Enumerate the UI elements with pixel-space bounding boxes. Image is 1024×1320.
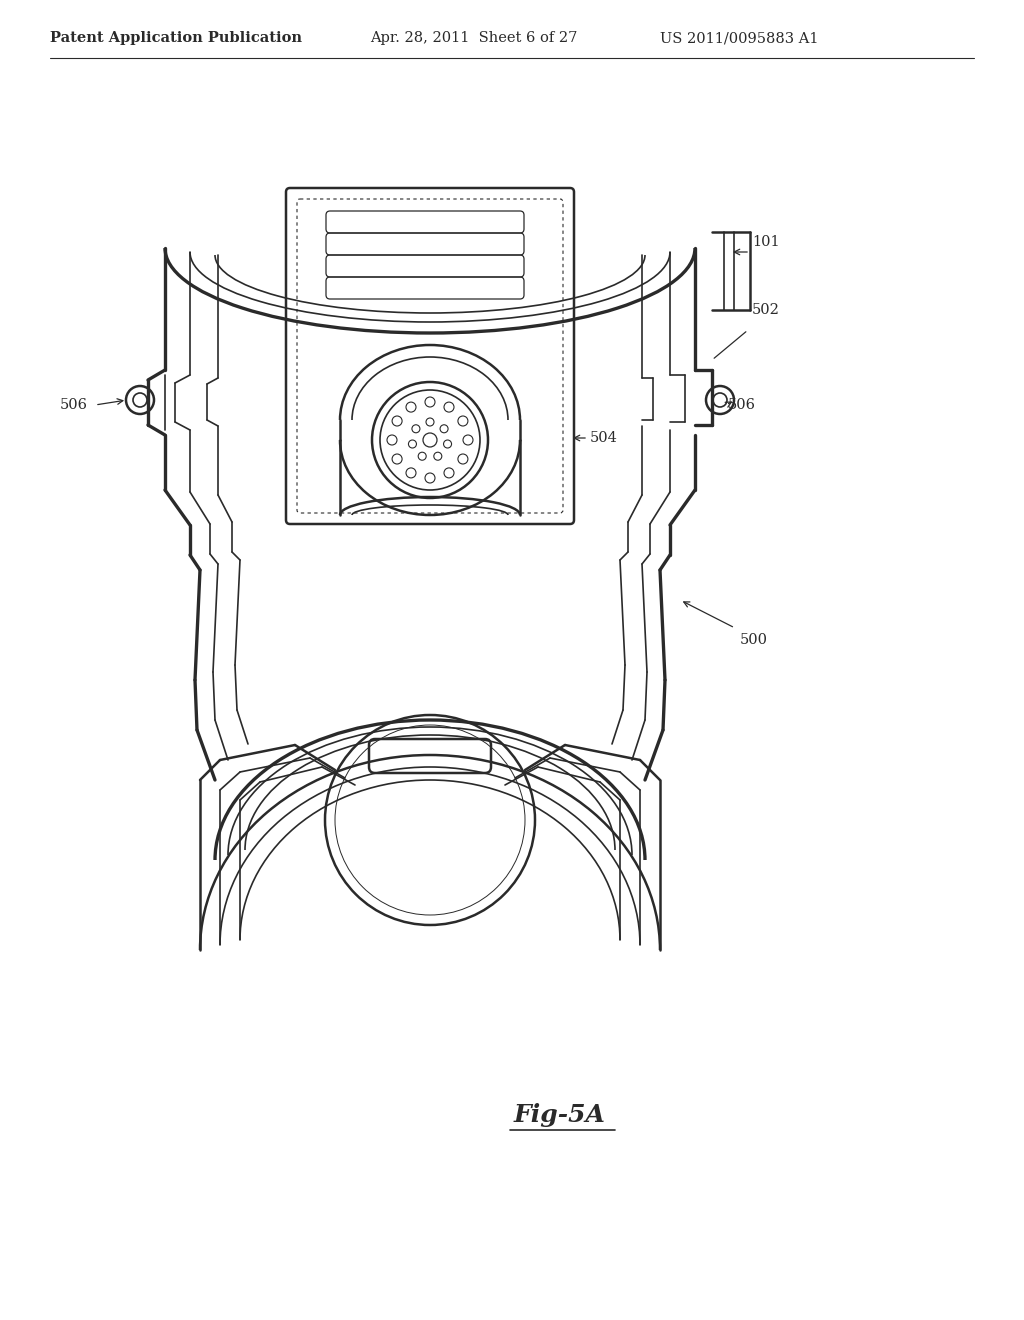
Text: 101: 101 [752, 235, 779, 249]
Text: 506: 506 [728, 399, 756, 412]
Text: 500: 500 [740, 634, 768, 647]
Text: 502: 502 [752, 304, 780, 317]
Text: US 2011/0095883 A1: US 2011/0095883 A1 [660, 30, 818, 45]
Text: Apr. 28, 2011  Sheet 6 of 27: Apr. 28, 2011 Sheet 6 of 27 [370, 30, 578, 45]
Text: Fig-5A: Fig-5A [514, 1104, 606, 1127]
Text: 504: 504 [590, 432, 617, 445]
Text: Patent Application Publication: Patent Application Publication [50, 30, 302, 45]
Text: 506: 506 [60, 399, 88, 412]
